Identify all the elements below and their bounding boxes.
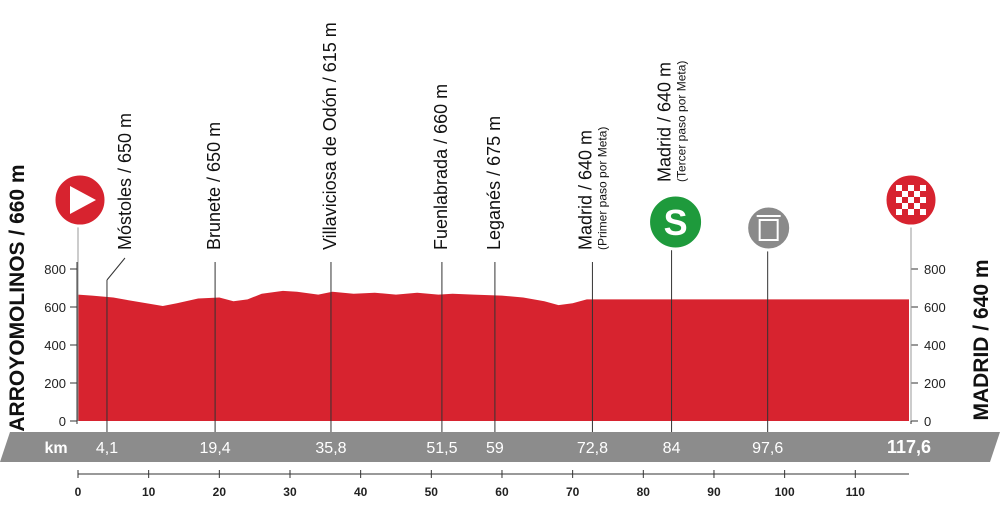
x-tick-label: 0 — [75, 485, 82, 499]
x-tick-label: 30 — [283, 485, 297, 499]
waypoint-name: Leganés / 675 m — [484, 116, 504, 250]
waypoint-leader — [106, 257, 126, 281]
x-tick-label: 10 — [142, 485, 156, 499]
profile-area — [78, 290, 909, 421]
finish-check — [902, 203, 908, 209]
x-unit: km — [44, 440, 67, 457]
finish-check — [914, 191, 920, 197]
feed-icon — [745, 204, 793, 252]
waypoint-name: Brunete / 650 m — [204, 122, 224, 250]
x-tick-label: 110 — [846, 485, 866, 499]
x-tick-label: 20 — [213, 485, 227, 499]
km-label: 4,1 — [96, 440, 118, 457]
waypoint-note: (Tercer paso por Meta) — [675, 61, 689, 182]
y-tick-label-right: 400 — [924, 338, 946, 353]
x-tick-label: 60 — [495, 485, 509, 499]
km-label: 51,5 — [426, 440, 457, 457]
finish-check — [896, 209, 902, 215]
y-tick-label: 600 — [44, 300, 66, 315]
waypoint-name: Madrid / 640 m — [655, 62, 675, 182]
y-tick-label: 400 — [44, 338, 66, 353]
finish-check — [920, 197, 926, 203]
waypoint-name: Móstoles / 650 m — [115, 113, 135, 250]
finish-label: MADRID / 640 m — [970, 259, 993, 420]
x-tick-label: 90 — [707, 485, 721, 499]
finish-check — [920, 185, 926, 191]
sprint-icon — [647, 193, 705, 251]
km-band — [0, 432, 1000, 462]
finish-check — [902, 191, 908, 197]
finish-check — [896, 185, 902, 191]
start-label: ARROYOMOLINOS / 660 m — [6, 164, 29, 431]
x-tick-label: 50 — [425, 485, 439, 499]
y-tick-label-right: 800 — [924, 262, 946, 277]
x-tick-label: 40 — [354, 485, 368, 499]
x-tick-label: 80 — [637, 485, 651, 499]
y-tick-label-right: 0 — [924, 414, 931, 429]
feed-bin — [758, 219, 779, 241]
finish-check — [908, 185, 914, 191]
km-label: 97,6 — [752, 440, 783, 457]
y-tick-label-right: 600 — [924, 300, 946, 315]
y-tick-label-right: 200 — [924, 376, 946, 391]
finish-check — [920, 209, 926, 215]
finish-check — [896, 197, 902, 203]
waypoint-name: Fuenlabrada / 660 m — [431, 84, 451, 250]
km-label: 117,6 — [887, 437, 931, 457]
x-tick-label: 100 — [775, 485, 795, 499]
km-label: 19,4 — [200, 440, 231, 457]
waypoint-name: Madrid / 640 m — [575, 130, 595, 250]
km-label: 35,8 — [315, 440, 346, 457]
sprint-letter: S — [664, 202, 688, 243]
km-label: 72,8 — [577, 440, 608, 457]
finish-check — [908, 197, 914, 203]
km-label: 84 — [663, 440, 681, 457]
waypoint-name: Villaviciosa de Odón / 615 m — [320, 22, 340, 250]
y-tick-label: 200 — [44, 376, 66, 391]
finish-check — [914, 203, 920, 209]
waypoint-note: (Primer paso por Meta) — [595, 127, 609, 250]
x-tick-label: 70 — [566, 485, 580, 499]
y-tick-label: 0 — [59, 414, 66, 429]
finish-check — [908, 209, 914, 215]
start-arrow — [70, 186, 96, 214]
km-label: 59 — [486, 440, 504, 457]
y-tick-label: 800 — [44, 262, 66, 277]
